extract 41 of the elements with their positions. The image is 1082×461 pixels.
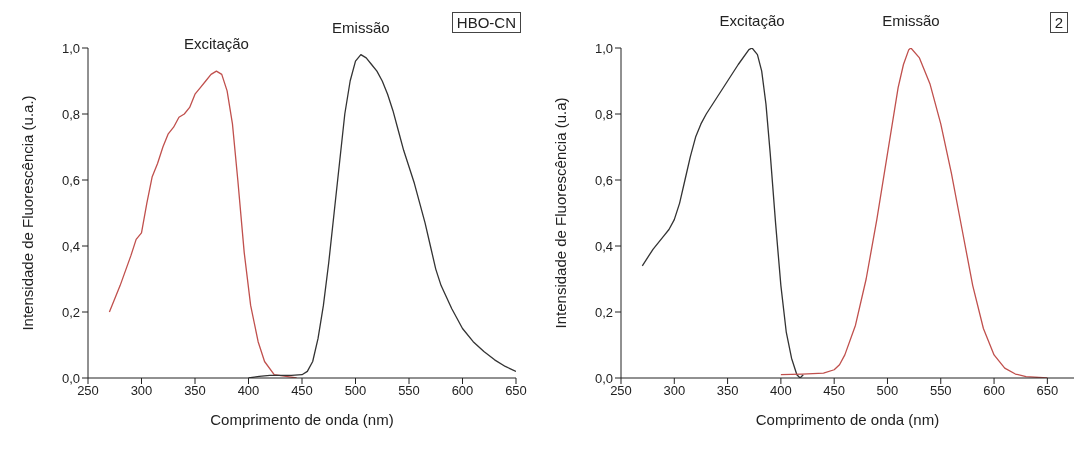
x-tick-label: 250 <box>77 383 99 399</box>
y-axis-title: Intensidade de Fluorescência (u.a.) <box>19 95 37 331</box>
y-tick-label: 0,2 <box>61 304 80 320</box>
x-tick-label: 600 <box>451 383 474 399</box>
y-tick-label: 0,0 <box>594 370 613 386</box>
y-tick-label: 0,4 <box>61 238 80 254</box>
x-tick-label: 650 <box>505 383 527 399</box>
x-tick-label: 400 <box>770 383 792 399</box>
y-tick-label: 1,0 <box>61 40 80 56</box>
x-tick-label: 550 <box>929 383 952 399</box>
x-tick-label: 400 <box>237 383 260 399</box>
x-tick-label: 450 <box>291 383 313 399</box>
x-tick-label: 300 <box>130 383 153 399</box>
y-axis-title: Intensidade de Fluorescência (u.a) <box>552 97 570 329</box>
y-tick-label: 0,6 <box>594 172 613 188</box>
y-tick-label: 0,8 <box>594 106 613 122</box>
y-tick-label: 0,2 <box>594 304 613 320</box>
x-tick-label: 600 <box>983 383 1005 399</box>
x-axis-title: Comprimento de onda (nm) <box>755 411 940 428</box>
y-tick-label: 0,0 <box>61 370 80 386</box>
text: 2 <box>1049 12 1068 33</box>
series-label: Emissão <box>332 18 390 36</box>
y-tick-label: 0,6 <box>61 172 80 188</box>
x-tick-label: 500 <box>876 383 899 399</box>
x-axis-title: Comprimento de onda (nm) <box>210 411 394 428</box>
x-tick-label: 550 <box>398 383 420 399</box>
x-tick-label: 350 <box>184 383 206 399</box>
x-tick-label: 250 <box>610 383 632 399</box>
y-tick-label: 0,4 <box>594 238 613 254</box>
x-tick-label: 450 <box>823 383 846 399</box>
x-tick-label: 300 <box>663 383 686 399</box>
series-label: Excitação <box>183 35 249 53</box>
y-tick-label: 1,0 <box>594 40 613 56</box>
y-tick-label: 0,8 <box>61 106 80 122</box>
series-label: Excitação <box>719 12 785 29</box>
x-tick-label: 500 <box>344 383 367 399</box>
x-tick-label: 650 <box>1036 383 1059 399</box>
series-label: Emissão <box>882 12 940 29</box>
text: HBO-CN <box>451 12 521 33</box>
line-series <box>641 48 804 378</box>
x-tick-label: 350 <box>716 383 739 399</box>
